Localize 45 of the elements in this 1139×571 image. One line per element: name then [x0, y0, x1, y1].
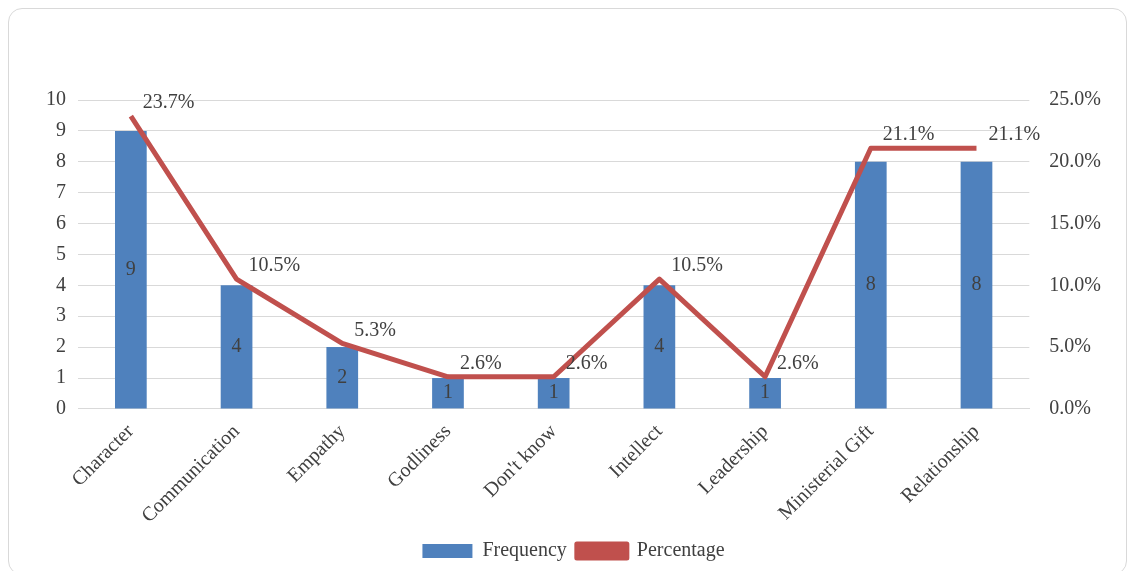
- y-tick-label: 10: [46, 87, 66, 110]
- data-label: 1: [760, 380, 771, 403]
- data-label: 2.6%: [459, 351, 502, 374]
- y2-tick-label: 5.0%: [1049, 334, 1092, 357]
- bar: [960, 161, 993, 409]
- bar: [643, 285, 676, 409]
- y2-tick-label: 0.0%: [1049, 396, 1092, 419]
- data-label: 21.1%: [882, 122, 935, 145]
- bar: [537, 378, 570, 409]
- data-label: 4: [231, 334, 242, 357]
- y2-tick-label: 20.0%: [1049, 149, 1102, 172]
- bar: [326, 347, 359, 409]
- data-label: 1: [442, 380, 453, 403]
- data-label: 4: [654, 334, 665, 357]
- y2-tick-label: 15.0%: [1049, 210, 1102, 233]
- bar: [749, 378, 781, 409]
- y-tick-label: 0: [56, 396, 66, 419]
- data-label: 8: [971, 272, 982, 295]
- y-tick-label: 3: [56, 303, 66, 326]
- y-tick-label: 1: [56, 365, 66, 388]
- data-label: 10.5%: [671, 253, 724, 276]
- y-tick-label: 8: [56, 149, 66, 172]
- y-tick-label: 9: [56, 118, 66, 141]
- data-label: 8: [865, 272, 876, 295]
- legend-label: Frequency: [482, 538, 567, 562]
- y-tick-label: 4: [56, 272, 66, 295]
- data-label: 5.3%: [354, 317, 396, 340]
- data-label: 9: [125, 256, 136, 279]
- data-label: 2.6%: [777, 351, 819, 374]
- data-label: 23.7%: [142, 90, 195, 113]
- bar: [220, 285, 253, 409]
- y-tick-label: 7: [56, 179, 66, 202]
- y-tick-label: 6: [56, 210, 66, 233]
- data-label: 1: [548, 380, 559, 403]
- y2-tick-label: 10.0%: [1049, 272, 1102, 295]
- legend-label: Percentage: [636, 538, 725, 562]
- data-label: 21.1%: [988, 122, 1041, 145]
- bar: [432, 378, 464, 409]
- data-label: 10.5%: [248, 253, 301, 276]
- bar: [854, 161, 887, 409]
- data-label: 2: [337, 365, 348, 388]
- y2-tick-label: 25.0%: [1049, 87, 1102, 110]
- y-tick-label: 5: [56, 241, 66, 264]
- y-tick-label: 2: [56, 334, 66, 357]
- bar: [115, 130, 147, 409]
